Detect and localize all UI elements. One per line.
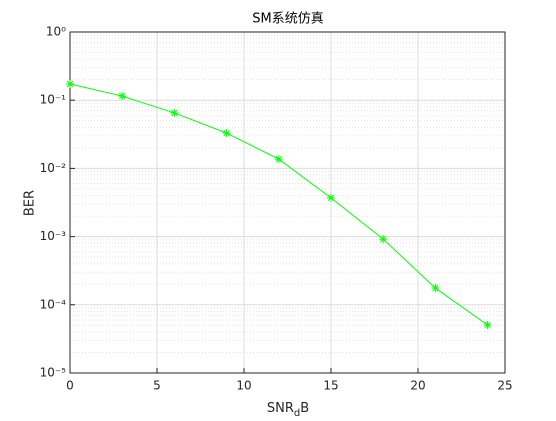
plot-area <box>70 32 505 373</box>
marker <box>431 284 440 293</box>
x-axis-label: SNRdB <box>267 401 309 420</box>
y-tick-label: 10⁰ <box>46 25 66 39</box>
y-tick-label: 10⁻⁵ <box>40 366 67 380</box>
marker <box>483 320 492 329</box>
chart-title: SM系统仿真 <box>252 12 323 27</box>
x-tick-label: 25 <box>497 379 512 393</box>
x-label-sub: d <box>294 408 300 419</box>
x-tick-label: 20 <box>410 379 425 393</box>
y-tick-label: 10⁻³ <box>40 229 67 243</box>
x-tick-label: 5 <box>153 379 161 393</box>
x-tick-label: 10 <box>236 379 251 393</box>
y-tick-label: 10⁻² <box>40 161 67 175</box>
marker <box>327 193 335 202</box>
x-label-part: SNR <box>267 401 294 416</box>
marker <box>274 155 283 164</box>
marker <box>118 92 127 101</box>
x-tick-label: 15 <box>323 379 338 393</box>
x-label-part: B <box>300 401 309 416</box>
y-axis-label: BER <box>23 190 38 216</box>
plot-frame <box>69 31 506 374</box>
marker <box>170 108 179 117</box>
marker <box>222 129 231 138</box>
y-tick-label: 10⁻¹ <box>40 93 67 107</box>
x-tick-label: 0 <box>66 379 74 393</box>
y-tick-label: 10⁻⁴ <box>40 297 67 311</box>
marker <box>66 79 74 88</box>
marker <box>379 235 388 244</box>
